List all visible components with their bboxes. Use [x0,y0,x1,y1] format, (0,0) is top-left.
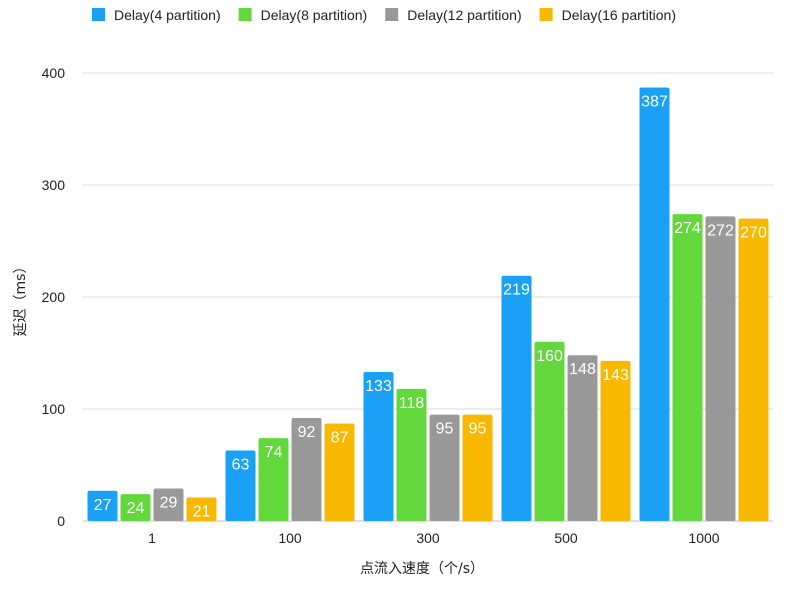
y-tick-label: 300 [42,177,66,193]
bar-data-label: 270 [740,225,767,242]
legend-item: Delay(12 partition) [385,7,522,23]
y-tick-label: 400 [42,65,66,81]
bar [534,341,565,521]
bar [600,360,631,521]
bar-data-label: 148 [569,361,596,378]
bar [225,450,256,521]
bar [639,87,670,521]
bar [462,414,493,521]
x-axis-ticks: 1 100 300 500 1000 [148,530,720,546]
legend-label: Delay(8 partition) [261,7,368,23]
legend-label: Delay(16 partition) [562,7,676,23]
bar [429,414,460,521]
bar-data-label: 63 [232,456,250,473]
legend-swatch [385,8,399,21]
bar-data-label: 87 [331,430,349,447]
legend-item: Delay(16 partition) [539,7,676,23]
y-tick-label: 100 [42,401,66,417]
bar [501,275,532,521]
legend: Delay(4 partition) Delay(8 partition) Dela… [92,7,676,23]
bar-data-label: 387 [641,94,668,111]
bar [324,423,355,521]
bar [258,438,289,521]
bar-data-label: 27 [94,497,112,514]
x-tick-label: 500 [554,530,578,546]
x-tick-label: 1000 [688,530,719,546]
bar [738,218,769,521]
x-axis-title: 点流入速度（个/s） [360,561,484,577]
bars: 27 24 29 21 63 74 92 87 133 118 95 95 219 160 148 143 38… [87,87,769,522]
bar-data-label: 133 [365,378,392,395]
bar-data-label: 74 [265,444,283,461]
legend-swatch [238,8,252,21]
y-tick-label: 0 [57,513,65,529]
bar-data-label: 95 [469,421,487,438]
bar [396,388,427,521]
bar [87,490,118,521]
legend-item: Delay(4 partition) [92,7,221,23]
bar-data-label: 29 [160,495,178,512]
y-axis-ticks: 0 100 200 300 400 [42,65,66,529]
legend-swatch [92,8,105,21]
bar-data-label: 24 [127,500,145,517]
legend-label: Delay(4 partition) [114,7,221,23]
bar [705,216,736,522]
y-axis-title: 延迟（ms） [13,260,29,337]
bar-data-label: 143 [602,367,629,384]
x-tick-label: 100 [278,530,302,546]
bar-data-label: 118 [399,395,425,412]
bar [567,355,598,521]
bar-data-label: 272 [707,222,734,239]
bar-data-label: 21 [193,503,211,520]
bar-data-label: 92 [298,424,316,441]
bar [363,372,394,521]
legend-item: Delay(8 partition) [238,7,368,23]
y-tick-label: 200 [42,289,66,305]
x-tick-label: 1 [148,530,156,546]
x-tick-label: 300 [416,530,440,546]
bar-data-label: 95 [436,421,454,438]
bar [291,417,322,521]
bar-data-label: 219 [503,282,530,299]
legend-swatch [539,8,553,21]
bar [672,214,703,521]
bar [120,494,151,521]
bar [153,488,184,521]
legend-label: Delay(12 partition) [407,7,521,23]
bar-data-label: 160 [536,348,563,365]
bar [186,497,217,521]
bar-data-label: 274 [674,220,701,237]
